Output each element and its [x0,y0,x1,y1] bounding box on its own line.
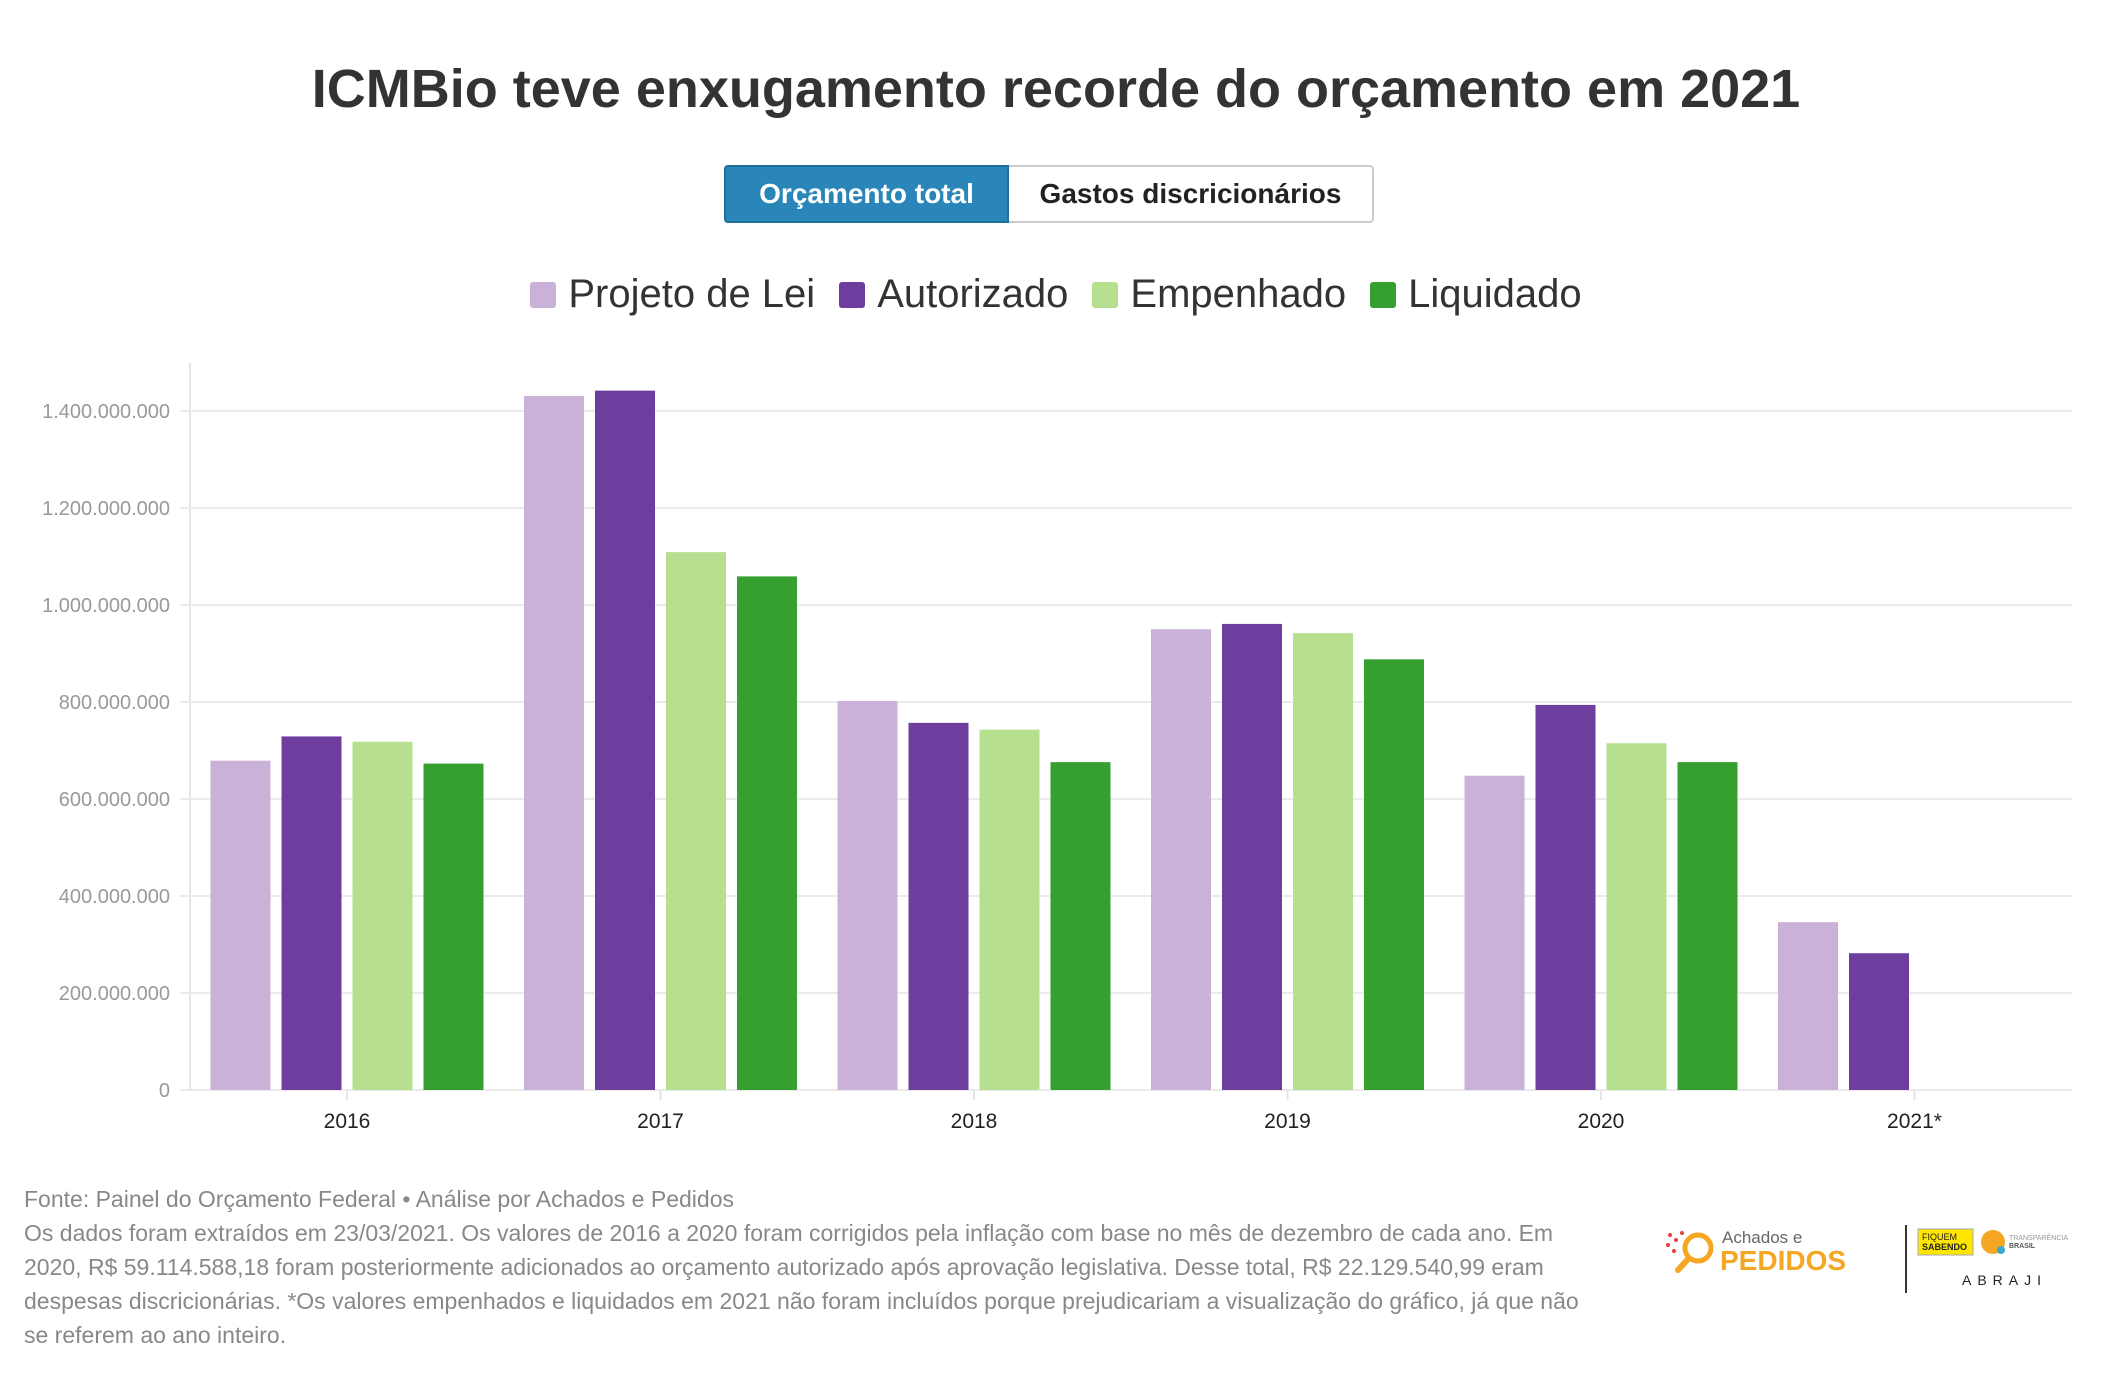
partner-logos: Achados e PEDIDOS FIQUEM SABENDO TRANSPA… [1666,1225,2068,1293]
bar-liquidado-2018 [1050,762,1111,1090]
view-toggle: Orçamento total Gastos discricionários [724,165,1374,223]
bar-empenhado-2017 [666,552,726,1090]
legend-item[interactable]: Empenhado [1092,272,1346,317]
svg-text:FIQUEM: FIQUEM [1922,1232,1957,1242]
svg-text:SABENDO: SABENDO [1922,1242,1967,1252]
y-tick-label: 1.000.000.000 [42,595,170,617]
legend-label: Liquidado [1408,272,1582,316]
legend-swatch [530,281,557,308]
x-tick-label: 2017 [637,1110,684,1133]
bar-projeto-de-lei-2018 [837,701,898,1090]
bar-autorizado-2017 [595,390,655,1090]
bar-liquidado-2016 [423,763,484,1090]
y-tick-label: 800.000.000 [59,692,170,714]
legend-label: Projeto de Lei [568,272,816,316]
bar-liquidado-2017 [737,576,797,1090]
bar-autorizado-2016 [281,736,342,1090]
bar-autorizado-2019 [1222,623,1282,1090]
bar-empenhado-2020 [1606,743,1667,1090]
svg-text:Achados e: Achados e [1722,1228,1802,1247]
legend-item[interactable]: Autorizado [839,272,1068,317]
legend-swatch [1370,281,1397,308]
y-tick-label: 200.000.000 [59,983,170,1005]
y-tick-label: 400.000.000 [59,886,170,908]
bar-projeto-de-lei-2016 [210,760,271,1090]
legend: Projeto de Lei Autorizado Empenhado Liquida… [0,272,2112,317]
bar-projeto-de-lei-2017 [524,395,584,1091]
x-tick-label: 2019 [1264,1110,1311,1133]
y-tick-label: 0 [159,1080,170,1102]
bar-empenhado-2019 [1293,633,1353,1090]
bar-empenhado-2016 [352,741,413,1090]
legend-label: Autorizado [877,272,1069,316]
bar-projeto-de-lei-2021* [1778,922,1838,1090]
y-tick-label: 600.000.000 [59,789,170,811]
bar-liquidado-2020 [1677,762,1738,1090]
x-tick-label: 2021* [1887,1110,1942,1133]
bar-autorizado-2020 [1535,704,1596,1090]
legend-label: Empenhado [1130,272,1347,316]
tab-orcamento-total[interactable]: Orçamento total [724,165,1009,223]
bar-projeto-de-lei-2019 [1151,629,1211,1090]
x-tick-label: 2016 [324,1110,371,1133]
bar-chart: 0 200.000.000 400.000.000 600.000.000 800.00… [42,363,2072,1133]
legend-swatch [1092,281,1119,308]
x-tick-label: 2020 [1578,1110,1625,1133]
note-text: Os dados foram extraídos em 23/03/2021. … [24,1220,1579,1348]
legend-item[interactable]: Liquidado [1370,272,1582,317]
y-tick-label: 1.400.000.000 [42,401,170,423]
chart-title: ICMBio teve enxugamento recorde do orçam… [311,59,1801,119]
legend-item[interactable]: Projeto de Lei [530,272,815,317]
tab-gastos-discricionarios[interactable]: Gastos discricionários [1009,165,1374,223]
bar-empenhado-2018 [979,729,1040,1090]
fiquem-sabendo-logo: FIQUEM SABENDO [1917,1228,1974,1256]
abraji-logo: ABRAJI [1962,1272,2047,1288]
y-tick-label: 1.200.000.000 [42,498,170,520]
achados-pedidos-logo: Achados e PEDIDOS [1666,1228,1846,1276]
svg-text:PEDIDOS: PEDIDOS [1720,1245,1846,1276]
x-tick-label: 2018 [951,1110,998,1133]
svg-text:TRANSPARÊNCIA: TRANSPARÊNCIA [2009,1233,2068,1242]
svg-text:BRASIL: BRASIL [2009,1243,2036,1250]
bar-projeto-de-lei-2020 [1464,775,1525,1090]
transparencia-brasil-logo: TRANSPARÊNCIA BRASIL [1981,1230,2068,1254]
bar-autorizado-2018 [908,722,969,1090]
source-text: Fonte: Painel do Orçamento Federal • Aná… [24,1186,734,1212]
legend-swatch [839,281,866,308]
bar-liquidado-2019 [1364,659,1424,1090]
bar-autorizado-2021* [1849,953,1909,1090]
footer: Fonte: Painel do Orçamento Federal • Aná… [24,1182,1604,1352]
